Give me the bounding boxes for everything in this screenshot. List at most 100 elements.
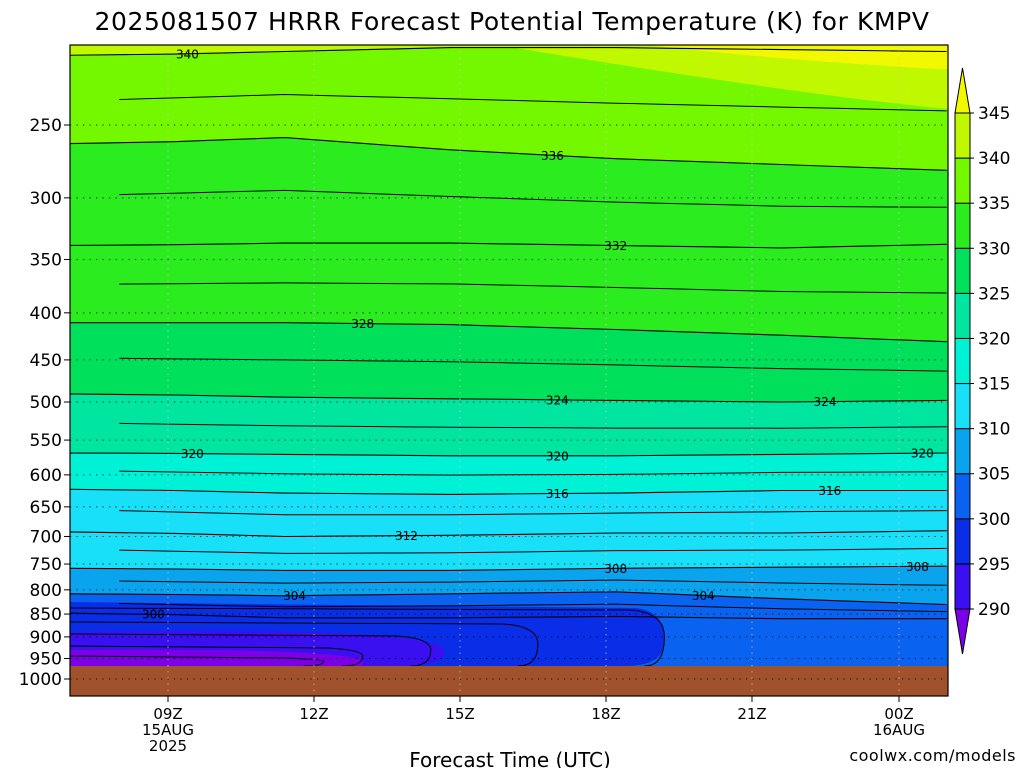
isentrope-label: 304 — [692, 589, 715, 603]
colorbar-label: 330 — [970, 239, 1010, 259]
y-tick: 500 — [30, 393, 70, 413]
svg-text:12Z: 12Z — [299, 705, 328, 723]
svg-text:16AUG: 16AUG — [873, 721, 925, 739]
svg-text:300: 300 — [30, 189, 62, 209]
y-tick: 650 — [30, 498, 70, 518]
isentrope-label: 320 — [546, 449, 569, 463]
svg-text:21Z: 21Z — [737, 705, 766, 723]
colorbar-swatch — [954, 247, 971, 294]
svg-text:315: 315 — [978, 375, 1010, 395]
svg-text:304: 304 — [283, 589, 306, 603]
colorbar-label: 345 — [970, 104, 1010, 124]
svg-text:400: 400 — [30, 304, 62, 324]
svg-text:340: 340 — [978, 149, 1010, 169]
svg-text:295: 295 — [978, 555, 1010, 575]
svg-text:850: 850 — [30, 605, 62, 625]
svg-text:09Z: 09Z — [153, 705, 182, 723]
colorbar-swatch — [954, 157, 971, 204]
isentrope-label: 336 — [541, 149, 564, 163]
colorbar-label: 300 — [970, 510, 1010, 530]
isentrope-label: 308 — [906, 560, 929, 574]
isentrope-label: 324 — [814, 395, 837, 409]
isentrope-label: 316 — [818, 484, 841, 498]
x-tick: 18Z — [591, 696, 621, 723]
isentrope-label: 308 — [604, 562, 627, 576]
svg-text:345: 345 — [978, 104, 1010, 124]
plot-frame — [69, 44, 949, 697]
colorbar-min-arrow — [954, 608, 971, 655]
svg-text:250: 250 — [30, 116, 62, 136]
svg-text:304: 304 — [692, 589, 715, 603]
y-tick: 850 — [30, 605, 70, 625]
y-tick: 900 — [30, 628, 70, 648]
colorbar-label: 340 — [970, 149, 1010, 169]
colorbar-swatch — [954, 202, 971, 249]
colorbar-label: 335 — [970, 194, 1010, 214]
colorbar-swatch — [954, 563, 971, 610]
y-tick: 1000 — [19, 670, 70, 690]
isentrope-label: 316 — [546, 487, 569, 501]
svg-text:308: 308 — [906, 560, 929, 574]
svg-text:320: 320 — [911, 447, 934, 461]
colorbar-swatch — [954, 112, 971, 159]
svg-text:800: 800 — [30, 581, 62, 601]
svg-text:950: 950 — [30, 650, 62, 670]
colorbar-label: 305 — [970, 465, 1010, 485]
svg-text:550: 550 — [30, 431, 62, 451]
isentrope-label: 312 — [395, 529, 418, 543]
y-tick: 600 — [30, 466, 70, 486]
isentrope-label: 320 — [911, 447, 934, 461]
x-tick: 15Z — [445, 696, 475, 723]
svg-text:15Z: 15Z — [445, 705, 474, 723]
colorbar-label: 310 — [970, 420, 1010, 440]
chart-title: 2025081507 HRRR Forecast Potential Tempe… — [94, 7, 929, 36]
svg-text:340: 340 — [176, 47, 199, 61]
svg-text:336: 336 — [541, 149, 564, 163]
svg-text:310: 310 — [978, 420, 1010, 440]
svg-text:332: 332 — [604, 239, 627, 253]
svg-text:300: 300 — [142, 608, 165, 622]
svg-text:00Z: 00Z — [884, 705, 913, 723]
x-axis-label: Forecast Time (UTC) — [409, 748, 611, 768]
isentrope-label: 304 — [283, 589, 306, 603]
colorbar-label: 290 — [970, 600, 1010, 620]
isentrope-label: 340 — [176, 47, 199, 61]
svg-text:290: 290 — [978, 600, 1010, 620]
y-tick: 300 — [30, 189, 70, 209]
svg-text:1000: 1000 — [19, 670, 62, 690]
y-axis: 250 300 350 400 450 500 550 600 650 700 750 800 850 9… — [19, 116, 70, 690]
svg-text:700: 700 — [30, 527, 62, 547]
svg-text:325: 325 — [978, 284, 1010, 304]
isentrope-label: 300 — [142, 608, 165, 622]
svg-text:15AUG: 15AUG — [142, 721, 194, 739]
svg-text:312: 312 — [395, 529, 418, 543]
colorbar-swatch — [954, 428, 971, 475]
svg-text:600: 600 — [30, 466, 62, 486]
svg-text:330: 330 — [978, 239, 1010, 259]
isentrope-label: 320 — [181, 447, 204, 461]
svg-text:308: 308 — [604, 562, 627, 576]
y-tick: 350 — [30, 250, 70, 270]
svg-text:305: 305 — [978, 465, 1010, 485]
svg-text:2025: 2025 — [149, 737, 187, 755]
colorbar-max-arrow — [954, 67, 971, 114]
y-tick: 750 — [30, 555, 70, 575]
y-tick: 700 — [30, 527, 70, 547]
colorbar-swatch — [954, 518, 971, 565]
y-tick: 400 — [30, 304, 70, 324]
y-tick: 250 — [30, 116, 70, 136]
x-tick: 12Z — [299, 696, 329, 723]
svg-text:335: 335 — [978, 194, 1010, 214]
x-tick: 21Z — [737, 696, 767, 723]
colorbar: 290 295 300 305 310 315 320 325 330 335 340 345 — [954, 67, 1010, 655]
isentrope-label: 332 — [604, 239, 627, 253]
svg-text:300: 300 — [978, 510, 1010, 530]
isentrope-label: 324 — [546, 393, 569, 407]
colorbar-swatch — [954, 292, 971, 339]
y-tick: 450 — [30, 351, 70, 371]
colorbar-label: 295 — [970, 555, 1010, 575]
svg-text:450: 450 — [30, 351, 62, 371]
